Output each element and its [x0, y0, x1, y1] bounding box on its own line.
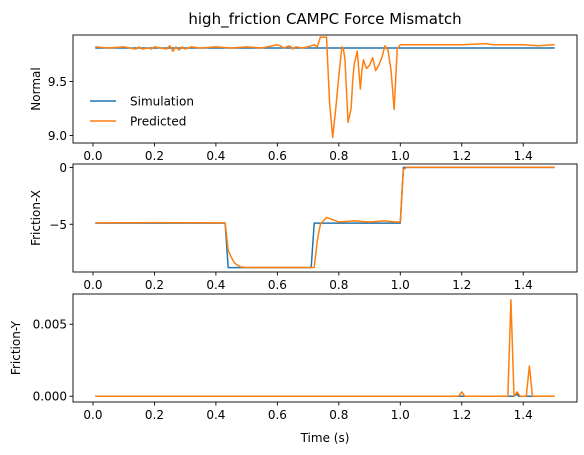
x-tick-label: 0.8	[329, 278, 348, 292]
axes-frame	[72, 34, 578, 144]
x-tick-label: 1.4	[514, 278, 533, 292]
series-line-simulation	[95, 166, 555, 269]
x-tick-label: 0.0	[83, 408, 102, 422]
subplot-2: 0.0 0.2 0.4 0.6 0.8 1.0 1.2 1.4 −5 0 Friction-X	[29, 161, 578, 292]
x-tick-label: 1.2	[452, 278, 471, 292]
series-line-predicted	[95, 36, 555, 139]
y-tick-label: 9.5	[48, 75, 67, 89]
series-group	[95, 166, 555, 269]
legend: Simulation Predicted	[90, 95, 194, 129]
x-tick-label: 0.4	[206, 149, 225, 163]
y-tick-label: −5	[49, 218, 67, 232]
x-tick-label: 1.0	[391, 278, 410, 292]
x-tick-label: 0.2	[145, 408, 164, 422]
x-tick-label: 0.0	[83, 278, 102, 292]
x-tick-label: 1.0	[391, 149, 410, 163]
y-tick-label: 9.0	[48, 129, 67, 143]
axes-frame	[72, 293, 578, 403]
series-line-predicted	[95, 166, 555, 269]
axes-frame	[72, 163, 578, 273]
y-axis-label: Friction-X	[29, 190, 43, 246]
x-tick-label: 0.6	[268, 149, 287, 163]
y-axis-label: Friction-Y	[9, 320, 23, 375]
x-tick-label: 0.2	[145, 149, 164, 163]
x-tick-label: 0.8	[329, 149, 348, 163]
legend-label: Predicted	[130, 115, 186, 129]
subplot-1: 0.0 0.2 0.4 0.6 0.8 1.0 1.2 1.4 9.0 9.5 Normal	[29, 34, 578, 163]
x-tick-label: 1.0	[391, 408, 410, 422]
x-tick-label: 0.6	[268, 408, 287, 422]
subplot-3: 0.0 0.2 0.4 0.6 0.8 1.0 1.2 1.4 0.000 0.005 Fricti…	[9, 293, 578, 422]
x-tick-label: 1.4	[514, 149, 533, 163]
x-tick-label: 1.2	[452, 149, 471, 163]
x-tick-label: 0.4	[206, 278, 225, 292]
series-group	[95, 299, 555, 397]
y-tick-label: 0	[59, 161, 67, 175]
series-group	[95, 36, 555, 139]
chart-title: high_friction CAMPC Force Mismatch	[188, 10, 461, 29]
x-tick-label: 1.2	[452, 408, 471, 422]
series-line-predicted	[95, 299, 555, 397]
y-tick-label: 0.000	[33, 390, 67, 404]
y-axis-label: Normal	[29, 67, 43, 110]
x-axis-label: Time (s)	[300, 431, 350, 445]
x-tick-label: 0.8	[329, 408, 348, 422]
x-tick-label: 0.4	[206, 408, 225, 422]
x-tick-label: 0.6	[268, 278, 287, 292]
legend-entry-simulation: Simulation	[90, 95, 194, 109]
x-tick-label: 0.2	[145, 278, 164, 292]
y-tick-label: 0.005	[33, 318, 67, 332]
legend-entry-predicted: Predicted	[90, 115, 186, 129]
x-tick-label: 1.4	[514, 408, 533, 422]
x-tick-label: 0.0	[83, 149, 102, 163]
legend-label: Simulation	[130, 95, 194, 109]
